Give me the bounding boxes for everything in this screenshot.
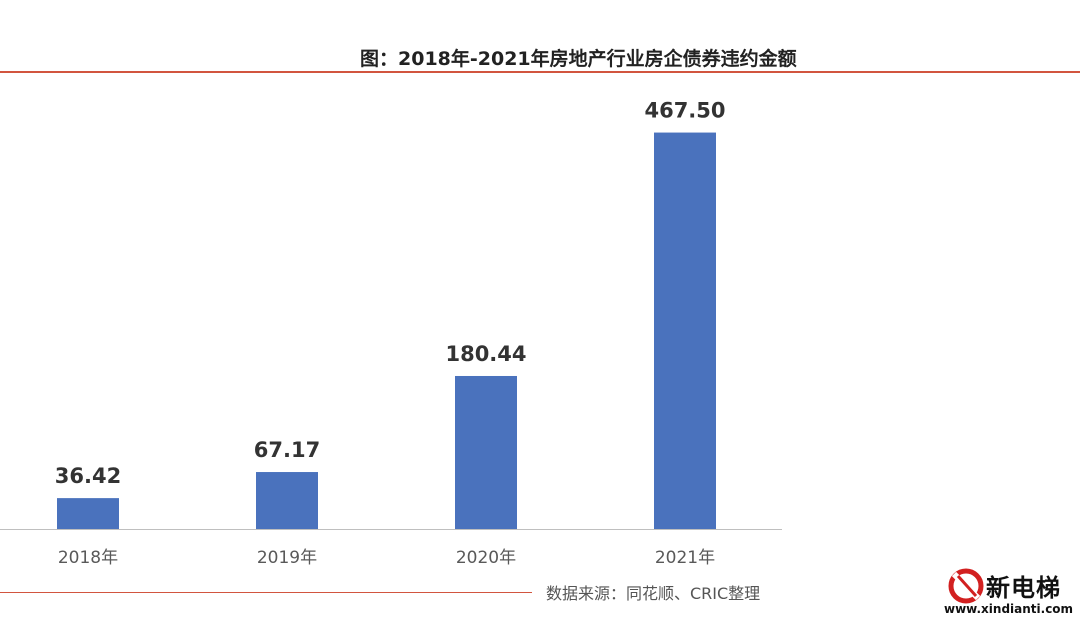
data-source-note: 数据来源：同花顺、CRIC整理 (546, 580, 760, 604)
watermark-name: 新电梯 (986, 568, 1061, 603)
bar-2018年 (57, 498, 119, 529)
x-tick-label-2020年: 2020年 (456, 548, 516, 568)
data-label-2019年: 67.17 (254, 438, 320, 462)
data-label-2021年: 467.50 (644, 99, 725, 123)
data-label-2018年: 36.42 (55, 464, 121, 488)
watermark-url: www.xindianti.com (944, 602, 1073, 616)
bar-2020年 (455, 376, 517, 529)
bar-2021年 (654, 133, 716, 529)
watermark: 新电梯 www.xindianti.com (942, 566, 1076, 620)
x-tick-label-2018年: 2018年 (58, 548, 118, 568)
bar-2019年 (256, 472, 318, 529)
source-divider (0, 592, 532, 593)
x-tick-label-2019年: 2019年 (257, 548, 317, 568)
elevator-logo-icon (946, 566, 986, 606)
data-label-2020年: 180.44 (445, 342, 526, 366)
x-tick-label-2021年: 2021年 (655, 548, 715, 568)
